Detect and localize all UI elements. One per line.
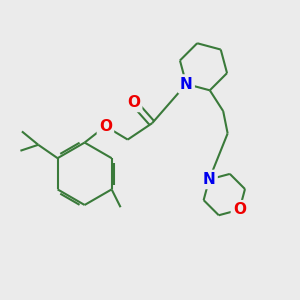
Text: O: O <box>233 202 246 217</box>
Text: N: N <box>203 172 215 187</box>
Text: O: O <box>127 95 140 110</box>
Text: O: O <box>99 119 112 134</box>
Text: N: N <box>180 76 193 92</box>
